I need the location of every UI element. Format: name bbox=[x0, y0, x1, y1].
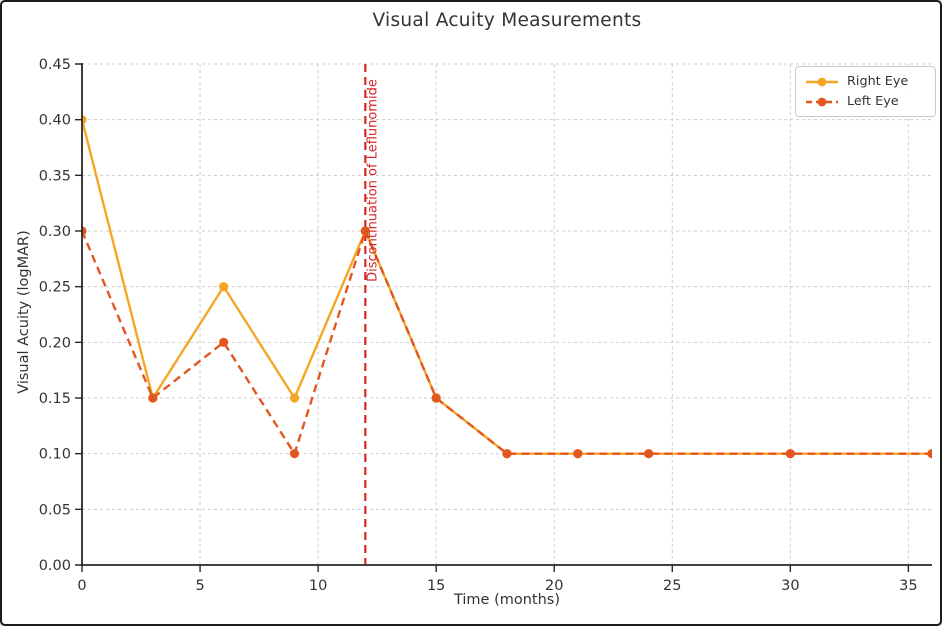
tick-labels: 0.00 0.05 0.10 0.15 0.20 0.25 0.30 0.35 0.40 0.45… bbox=[39, 57, 918, 594]
axis-spines bbox=[81, 63, 932, 566]
x-tick-label: 0 bbox=[77, 578, 86, 594]
x-tick-label: 20 bbox=[545, 578, 563, 594]
legend: Right Eye Left Eye bbox=[795, 66, 936, 117]
legend-label-left-eye: Left Eye bbox=[847, 94, 899, 109]
chart-title: Visual Acuity Measurements bbox=[372, 10, 642, 31]
y-tick-label: 0.30 bbox=[39, 224, 71, 240]
y-tick-label: 0.05 bbox=[39, 502, 71, 518]
legend-item-right-eye: Right Eye bbox=[805, 74, 925, 89]
legend-item-left-eye: Left Eye bbox=[805, 94, 925, 109]
series-right-eye bbox=[82, 115, 932, 459]
left-eye-line-sample-icon bbox=[806, 97, 838, 106]
y-axis-label: Visual Acuity (logMAR) bbox=[16, 230, 32, 394]
y-tick-label: 0.45 bbox=[39, 57, 71, 73]
y-tick-label: 0.15 bbox=[39, 391, 71, 407]
y-tick-label: 0.20 bbox=[39, 335, 71, 351]
y-tick-label: 0.10 bbox=[39, 447, 71, 463]
vline-annotation-label: Discontinuation of Leflunomide bbox=[365, 79, 381, 282]
y-tick-label: 0.35 bbox=[39, 168, 71, 184]
gridlines bbox=[82, 63, 932, 565]
x-tick-label: 10 bbox=[309, 578, 327, 594]
x-tick-label: 15 bbox=[427, 578, 445, 594]
x-tick-label: 25 bbox=[663, 578, 681, 594]
tick-marks bbox=[75, 63, 910, 572]
x-tick-label: 5 bbox=[195, 578, 204, 594]
y-tick-label: 0.40 bbox=[39, 113, 71, 129]
y-tick-label: 0.25 bbox=[39, 280, 71, 296]
x-tick-label: 35 bbox=[899, 578, 917, 594]
series-left-eye bbox=[82, 226, 932, 459]
legend-label-right-eye: Right Eye bbox=[847, 74, 909, 89]
y-tick-label: 0.00 bbox=[39, 558, 71, 574]
right-eye-line-sample-icon bbox=[806, 77, 838, 86]
x-axis-label: Time (months) bbox=[453, 592, 561, 608]
x-tick-label: 30 bbox=[781, 578, 799, 594]
